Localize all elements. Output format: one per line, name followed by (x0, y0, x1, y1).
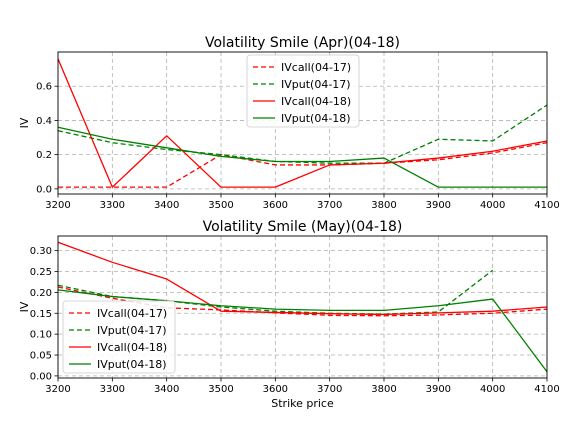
y-tick-label: 0.2 (36, 150, 52, 161)
series-line-4 (57, 289, 548, 373)
y-axis-label: IV (18, 117, 31, 128)
axes-frame (57, 235, 548, 379)
x-tick-label: 3400 (154, 384, 179, 395)
x-tick-label: 3600 (263, 200, 288, 211)
x-tick-label: 3800 (371, 200, 396, 211)
legend-entry: IVcall(04-17) (97, 307, 167, 320)
x-tick-label: 4100 (534, 200, 559, 211)
legend-entry: IVput(04-18) (97, 358, 167, 371)
series-line-3 (57, 58, 548, 188)
x-tick-label: 3400 (154, 200, 179, 211)
y-tick-label: 0.4 (36, 116, 52, 127)
x-tick-label: 3700 (317, 384, 342, 395)
legend: IVcall(04-17) IVput(04-17) IVcall(04-18) IV… (246, 54, 360, 128)
chart-title: Volatility Smile (May)(04-18) (203, 219, 403, 235)
legend-entry: IVput(04-17) (97, 324, 167, 337)
x-tick-label: 3500 (208, 200, 233, 211)
legend-entry: IVput(04-17) (281, 78, 351, 91)
x-tick-label: 3200 (45, 200, 70, 211)
y-tick-label: 0.6 (36, 82, 52, 93)
may-smile-chart: 3200 3300 3400 3500 3600 3700 3800 3900 4000 4100… (18, 219, 560, 410)
x-tick-label: 4000 (480, 384, 505, 395)
x-tick-label: 3900 (426, 200, 451, 211)
y-tick-label: 0.10 (30, 330, 52, 341)
legend-frame (62, 300, 176, 374)
x-tick-label: 3800 (371, 384, 396, 395)
legend-entry: IVcall(04-17) (281, 61, 351, 74)
x-tick-label: 3300 (100, 384, 125, 395)
x-tick-label: 3200 (45, 384, 70, 395)
x-tick-label: 3600 (263, 384, 288, 395)
legend-entry: IVput(04-18) (281, 112, 351, 125)
x-tick-label: 3500 (208, 384, 233, 395)
legend-entry: IVcall(04-18) (281, 95, 351, 108)
series-line-4 (57, 126, 547, 188)
x-tick-label: 3300 (100, 200, 125, 211)
x-tick-label: 3900 (426, 384, 451, 395)
y-tick-label: 0.20 (30, 288, 52, 299)
x-tick-label: 4000 (480, 200, 505, 211)
series-line-2 (57, 104, 548, 164)
y-axis-label: IV (18, 301, 31, 312)
y-tick-label: 0.25 (30, 267, 52, 278)
x-tick-label: 3700 (317, 200, 342, 211)
apr-smile-chart: 3200 3300 3400 3500 3600 3700 3800 3900 4000 4100… (18, 35, 560, 211)
y-tick-label: 0.30 (30, 246, 52, 257)
axes-frame (57, 51, 548, 195)
chart-title: Volatility Smile (Apr)(04-18) (205, 35, 400, 51)
y-tick-label: 0.15 (30, 309, 52, 320)
x-axis-label: Strike price (271, 397, 334, 410)
legend-frame (246, 54, 360, 128)
legend: IVcall(04-17) IVput(04-17) IVcall(04-18) IV… (62, 300, 176, 374)
legend-entry: IVcall(04-18) (97, 341, 167, 354)
x-tick-label: 4100 (534, 384, 559, 395)
series-line-3 (57, 241, 548, 316)
y-tick-label: 0.0 (36, 184, 52, 195)
y-tick-label: 0.00 (30, 371, 52, 382)
y-tick-label: 0.05 (30, 351, 52, 362)
series-line-1 (58, 142, 548, 188)
